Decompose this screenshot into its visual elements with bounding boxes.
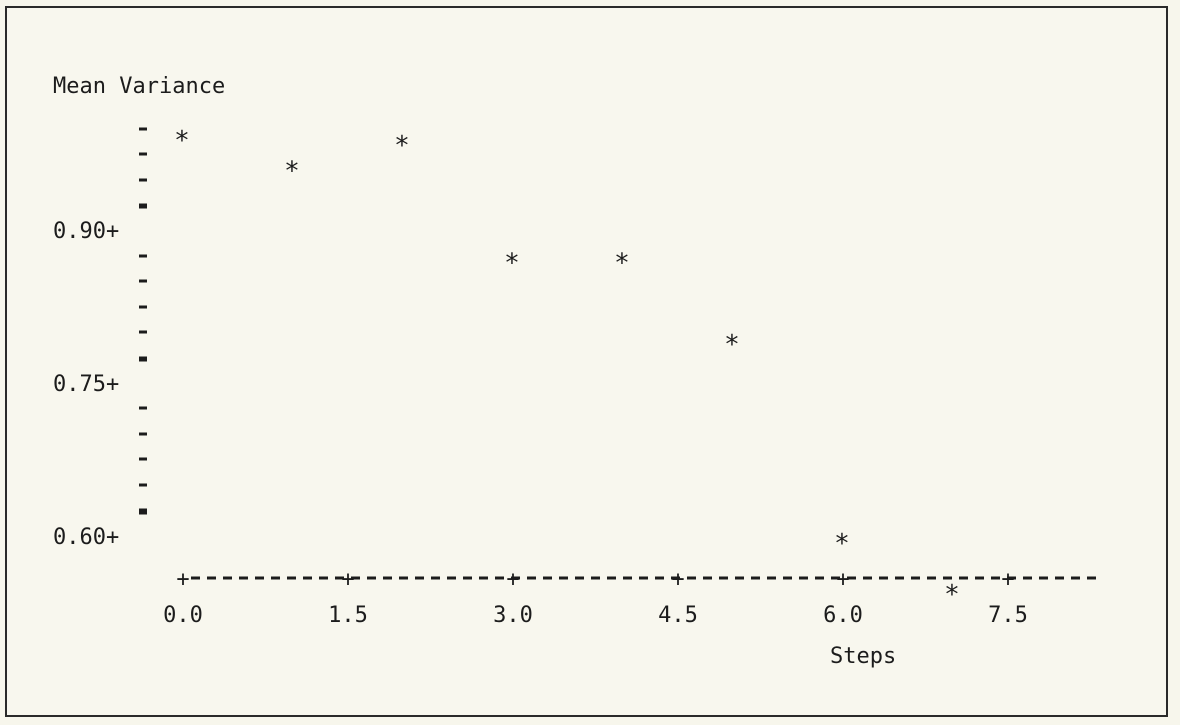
data-point: * bbox=[614, 249, 630, 279]
data-point: * bbox=[284, 157, 300, 187]
x-tick-label: 6.0 bbox=[823, 603, 863, 628]
data-point: * bbox=[834, 529, 850, 559]
y-tick-label: 0.60+ bbox=[53, 525, 119, 550]
data-point: * bbox=[174, 126, 190, 156]
x-tick-mark: + bbox=[506, 567, 519, 592]
y-tick-label: 0.75+ bbox=[53, 372, 119, 397]
x-tick-label: 4.5 bbox=[658, 603, 698, 628]
x-tick-label: 7.5 bbox=[988, 603, 1028, 628]
y-axis-label: Mean Variance bbox=[53, 74, 225, 99]
data-point: * bbox=[504, 249, 520, 279]
x-tick-mark: + bbox=[176, 567, 189, 592]
y-tick-label: 0.90+ bbox=[53, 219, 119, 244]
x-tick-mark: + bbox=[341, 567, 354, 592]
chart-frame bbox=[5, 6, 1168, 717]
data-point: * bbox=[394, 131, 410, 161]
x-tick-label: 1.5 bbox=[328, 603, 368, 628]
x-axis-label: Steps bbox=[830, 644, 896, 669]
x-axis: +0.0 +1.5 +3.0 +4.5 +6.0 +7.5 bbox=[163, 567, 1100, 628]
data-point: * bbox=[724, 330, 740, 360]
data-point: * bbox=[944, 580, 960, 610]
data-points: * * * * * * * * bbox=[174, 126, 960, 610]
x-tick-label: 0.0 bbox=[163, 603, 203, 628]
x-tick-mark: + bbox=[836, 567, 849, 592]
x-tick-mark: + bbox=[1001, 567, 1014, 592]
x-tick-label: 3.0 bbox=[493, 603, 533, 628]
y-axis: 0.90+ 0.75+ 0.60+ bbox=[53, 127, 147, 550]
x-tick-mark: + bbox=[671, 567, 684, 592]
